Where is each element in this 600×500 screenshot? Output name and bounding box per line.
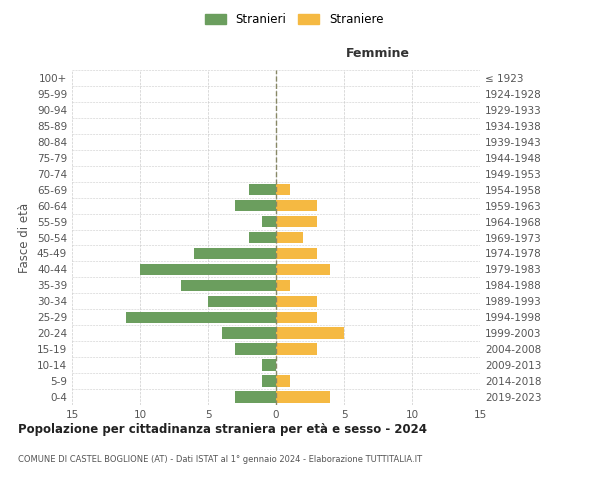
Bar (249, 184, 276, 196)
Bar (276, 344, 317, 355)
Bar (276, 280, 290, 291)
Bar (262, 216, 276, 228)
Bar (276, 248, 317, 259)
Bar (276, 296, 317, 307)
Bar (276, 376, 290, 387)
Bar (276, 232, 303, 243)
Bar (276, 264, 331, 275)
Bar (276, 184, 290, 196)
Legend: Stranieri, Straniere: Stranieri, Straniere (200, 8, 388, 31)
Bar (221, 328, 276, 339)
Bar (276, 216, 317, 228)
Text: Popolazione per cittadinanza straniera per età e sesso - 2024: Popolazione per cittadinanza straniera p… (18, 422, 427, 436)
Bar (194, 248, 276, 259)
Bar (262, 376, 276, 387)
Bar (140, 264, 276, 275)
Bar (276, 200, 317, 211)
Bar (127, 312, 276, 323)
Bar (276, 328, 344, 339)
Text: COMUNE DI CASTEL BOGLIONE (AT) - Dati ISTAT al 1° gennaio 2024 - Elaborazione TU: COMUNE DI CASTEL BOGLIONE (AT) - Dati IS… (18, 455, 422, 464)
Bar (235, 392, 276, 403)
Bar (235, 200, 276, 211)
Y-axis label: Fasce di età: Fasce di età (19, 202, 31, 272)
Bar (181, 280, 276, 291)
Bar (262, 360, 276, 371)
Text: Femmine: Femmine (346, 47, 410, 60)
Bar (249, 232, 276, 243)
Bar (235, 344, 276, 355)
Bar (276, 312, 317, 323)
Bar (208, 296, 276, 307)
Y-axis label: Anni di nascita: Anni di nascita (598, 194, 600, 281)
Bar (276, 392, 331, 403)
